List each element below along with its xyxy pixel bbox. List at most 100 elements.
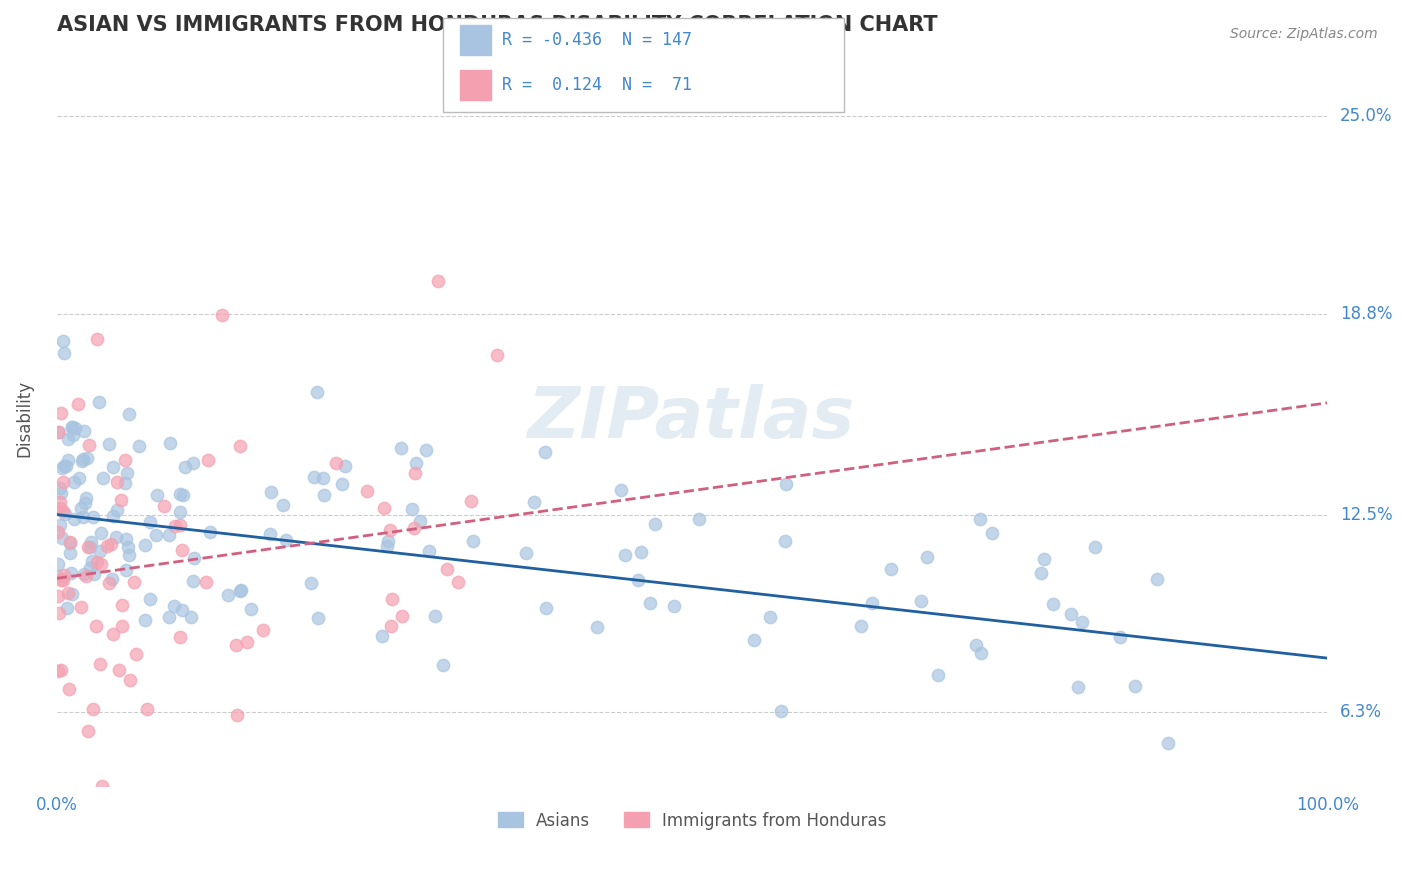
Asians xyxy=(55,600,77,615)
Asians xyxy=(58,546,80,560)
Immigrants from Honduras xyxy=(46,425,69,440)
Asians xyxy=(927,668,949,682)
Asians xyxy=(118,407,141,421)
Asians xyxy=(183,456,205,470)
Asians xyxy=(145,527,167,541)
Immigrants from Honduras xyxy=(118,673,141,688)
Immigrants from Honduras xyxy=(46,664,69,678)
Asians xyxy=(90,525,112,540)
Immigrants from Honduras xyxy=(122,575,145,590)
Immigrants from Honduras xyxy=(46,589,69,603)
Asians xyxy=(87,394,110,409)
Text: R =  0.124  N =  71: R = 0.124 N = 71 xyxy=(502,76,692,94)
Immigrants from Honduras xyxy=(211,308,233,322)
Immigrants from Honduras xyxy=(236,635,259,649)
Asians xyxy=(60,420,83,434)
Asians xyxy=(172,603,194,617)
Asians xyxy=(312,470,335,484)
Immigrants from Honduras xyxy=(110,492,132,507)
Asians xyxy=(401,502,423,516)
Asians xyxy=(134,538,156,552)
Asians xyxy=(375,539,398,553)
Immigrants from Honduras xyxy=(53,568,76,582)
Immigrants from Honduras xyxy=(51,406,73,420)
Asians xyxy=(1042,598,1064,612)
Asians xyxy=(276,533,298,548)
Immigrants from Honduras xyxy=(169,518,191,533)
Asians xyxy=(139,516,162,530)
Asians xyxy=(79,560,101,574)
Immigrants from Honduras xyxy=(405,466,427,480)
Asians xyxy=(610,483,633,498)
Asians xyxy=(69,471,91,485)
Immigrants from Honduras xyxy=(229,439,252,453)
Asians xyxy=(58,432,80,446)
Asians xyxy=(103,509,125,524)
Legend: Asians, Immigrants from Honduras: Asians, Immigrants from Honduras xyxy=(491,805,893,836)
Asians xyxy=(259,484,281,499)
Asians xyxy=(51,486,73,500)
Asians xyxy=(82,554,104,568)
Immigrants from Honduras xyxy=(170,543,193,558)
Immigrants from Honduras xyxy=(380,523,402,537)
Asians xyxy=(1157,736,1180,750)
Text: R = -0.436  N = 147: R = -0.436 N = 147 xyxy=(502,31,692,49)
Asians xyxy=(330,476,353,491)
Asians xyxy=(169,505,191,519)
Text: Source: ZipAtlas.com: Source: ZipAtlas.com xyxy=(1230,27,1378,41)
Asians xyxy=(72,451,94,466)
Asians xyxy=(981,526,1004,541)
Immigrants from Honduras xyxy=(82,702,104,716)
Asians xyxy=(59,566,82,580)
Asians xyxy=(240,601,263,615)
Immigrants from Honduras xyxy=(197,453,219,467)
Asians xyxy=(72,510,94,524)
Immigrants from Honduras xyxy=(75,568,97,582)
Immigrants from Honduras xyxy=(76,540,98,554)
Asians xyxy=(114,475,136,490)
Immigrants from Honduras xyxy=(107,475,129,489)
Asians xyxy=(174,459,197,474)
Asians xyxy=(849,618,872,632)
Asians xyxy=(915,550,938,565)
Immigrants from Honduras xyxy=(195,574,218,589)
Asians xyxy=(51,461,73,475)
Immigrants from Honduras xyxy=(391,609,413,624)
Asians xyxy=(198,525,221,540)
Asians xyxy=(83,567,105,582)
Asians xyxy=(101,459,124,474)
Immigrants from Honduras xyxy=(48,606,70,620)
Asians xyxy=(146,488,169,502)
Asians xyxy=(128,439,150,453)
Asians xyxy=(73,424,96,438)
Asians xyxy=(432,657,454,672)
Text: 12.5%: 12.5% xyxy=(1340,506,1393,524)
Asians xyxy=(105,503,128,517)
Asians xyxy=(55,458,77,473)
Y-axis label: Disability: Disability xyxy=(15,380,32,458)
Asians xyxy=(69,500,91,515)
Asians xyxy=(183,551,205,566)
Asians xyxy=(75,496,97,510)
Asians xyxy=(163,599,186,613)
Asians xyxy=(159,435,181,450)
Asians xyxy=(60,419,83,434)
Immigrants from Honduras xyxy=(381,591,404,606)
Immigrants from Honduras xyxy=(135,702,157,716)
Asians xyxy=(62,511,84,525)
Asians xyxy=(56,453,79,467)
Asians xyxy=(1123,679,1146,693)
Asians xyxy=(1060,607,1083,622)
Asians xyxy=(139,591,162,606)
Asians xyxy=(53,346,76,360)
Asians xyxy=(1084,540,1107,554)
Immigrants from Honduras xyxy=(380,619,402,633)
Asians xyxy=(58,536,80,550)
Asians xyxy=(80,534,103,549)
Immigrants from Honduras xyxy=(486,348,509,362)
Asians xyxy=(644,517,666,532)
Asians xyxy=(172,488,194,502)
Asians xyxy=(115,467,138,481)
Asians xyxy=(333,459,356,474)
Immigrants from Honduras xyxy=(114,453,136,467)
